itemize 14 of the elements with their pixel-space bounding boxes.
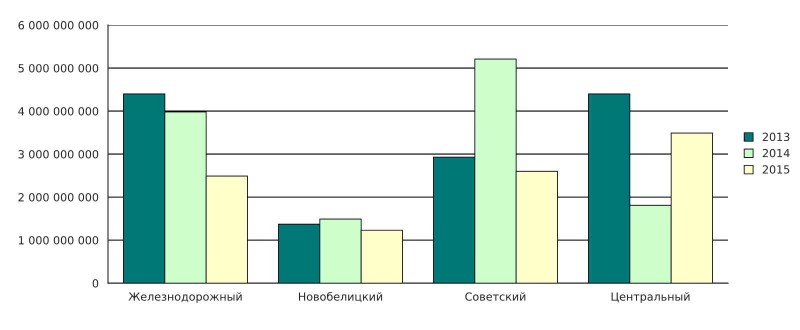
- y-tick-label: 4 000 000 000: [18, 107, 98, 116]
- x-tick-label: Советский: [465, 292, 526, 301]
- y-tick-label: 0: [92, 279, 98, 288]
- legend-label: 2015: [762, 165, 790, 174]
- x-tick-label: Центральный: [612, 292, 690, 303]
- legend-label: 2014: [762, 148, 790, 158]
- x-tick-label: Железнодорожный: [128, 292, 242, 303]
- y-tick-label: 2 000 000 000: [18, 193, 98, 202]
- y-tick-label: 1 000 000 000: [18, 236, 98, 245]
- y-tick-label: 6 000 000 000: [18, 21, 98, 30]
- legend-label: 2013: [762, 132, 790, 142]
- x-tick-label: Новобелицкий: [298, 292, 382, 302]
- y-tick-label: 3 000 000 000: [18, 150, 98, 158]
- y-tick-label: 5 000 000 000: [18, 64, 98, 72]
